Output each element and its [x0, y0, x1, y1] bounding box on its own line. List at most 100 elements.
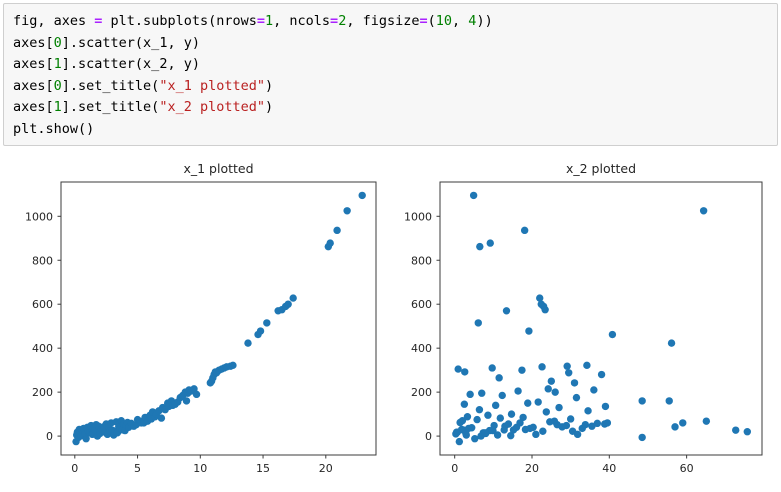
- code-token: axes[: [13, 99, 54, 115]
- code-token: plt.show(): [13, 120, 95, 137]
- scatter-point: [496, 414, 505, 422]
- scatter-point: [498, 391, 506, 400]
- scatter-point: [461, 368, 469, 376]
- code-token: plt.subplots(nrows: [102, 13, 257, 29]
- matplotlib-figure-output: 0 5 10 15 20 0 200 400 600 800 1000 x_1 plotted 0 20 4…: [0, 152, 781, 492]
- scatter-point: [525, 327, 533, 335]
- scatter-point: [507, 410, 516, 418]
- code-token: 10: [435, 13, 453, 29]
- scatter-point: [570, 379, 579, 387]
- scatter-point: [478, 389, 486, 397]
- axes-frame: [439, 181, 763, 456]
- code-token: ].scatter(x_2, y): [61, 56, 200, 72]
- scatter-point: [544, 385, 552, 393]
- x-tick-label: 10: [193, 462, 207, 475]
- scatter-point: [550, 417, 559, 425]
- x-tick-label: 15: [256, 462, 270, 475]
- scatter-point: [501, 422, 509, 430]
- scatter-point: [566, 415, 575, 423]
- y-tick-label: 400: [32, 342, 53, 355]
- scatter-point: [455, 437, 464, 446]
- code-token: ,: [452, 13, 469, 29]
- scatter-point: [583, 361, 591, 370]
- scatter-point: [532, 430, 540, 439]
- y-tick-label: 800: [32, 254, 53, 267]
- scatter-point: [743, 428, 752, 436]
- scatter-point: [488, 364, 496, 372]
- scatter-point: [514, 387, 522, 395]
- scatter-point: [466, 390, 474, 399]
- code-token: 1: [265, 13, 274, 29]
- y-tick-label: 1000: [404, 210, 432, 223]
- scatter-point: [182, 397, 191, 405]
- y-tick-label: 600: [32, 298, 53, 311]
- code-token: ].set_title(: [61, 77, 160, 94]
- scatter-point: [474, 319, 482, 327]
- axes-frame: [60, 181, 377, 456]
- scatter-point: [475, 406, 484, 414]
- scatter-point: [502, 307, 511, 315]
- scatter-point: [524, 399, 532, 407]
- scatter-point: [471, 435, 479, 443]
- scatter-point: [486, 239, 494, 247]
- code-token: , figsize: [346, 13, 420, 29]
- scatter-point: [491, 401, 500, 410]
- code-token: "x_1 plotted": [159, 77, 265, 94]
- code-token: axes[: [13, 77, 54, 94]
- scatter-point: [507, 431, 515, 440]
- scatter-point: [495, 374, 503, 382]
- scatter-point: [82, 435, 90, 443]
- code-token: =: [330, 13, 339, 29]
- code-token: axes[: [13, 56, 54, 72]
- scatter-point: [667, 339, 676, 347]
- scatter-point: [484, 411, 492, 419]
- y-tick-label: 200: [32, 386, 53, 399]
- scatter-point: [555, 403, 563, 412]
- scatter-point: [563, 362, 571, 370]
- x-tick-label: 0: [71, 462, 78, 475]
- scatter-point: [481, 429, 489, 437]
- scatter-point: [584, 407, 592, 415]
- scatter-point: [665, 397, 673, 405]
- scatter-point: [521, 425, 530, 434]
- scatter-point: [520, 226, 529, 235]
- scatter-point: [518, 366, 526, 374]
- scatter-point: [289, 294, 297, 302]
- axes-title: x_1 plotted: [183, 161, 253, 176]
- y-tick-label: 800: [411, 254, 432, 267]
- scatter-point: [454, 365, 462, 373]
- scatter-point: [463, 413, 472, 421]
- code-token: ].scatter(x_1, y): [61, 34, 200, 51]
- scatter-point: [573, 430, 582, 439]
- scatter-point: [476, 242, 484, 251]
- y-tick-label: 600: [411, 298, 432, 311]
- scatter-point: [456, 418, 464, 427]
- scatter-point: [588, 422, 596, 430]
- x-tick-label: 5: [134, 462, 141, 475]
- x-tick-label: 20: [525, 462, 539, 475]
- scatter-point: [460, 400, 469, 408]
- code-token: , ncols: [273, 13, 331, 29]
- y-tick-label: 200: [411, 386, 432, 399]
- code-token: ].set_title(: [61, 99, 160, 115]
- y-tick-label: 1000: [25, 210, 53, 223]
- code-token: fig, axes: [13, 13, 95, 29]
- scatter-point: [603, 419, 612, 427]
- code-token: "x_2 plotted": [159, 99, 265, 115]
- scatter-point: [462, 429, 470, 438]
- code-token: ): [265, 77, 274, 94]
- code-token: (: [427, 13, 436, 29]
- scatter-point: [565, 369, 573, 377]
- code-token: 2: [338, 13, 347, 29]
- scatter-point: [699, 207, 708, 215]
- scatter-point: [157, 414, 166, 422]
- code-token: 0: [53, 34, 62, 51]
- scatter-point: [467, 424, 476, 432]
- code-editor[interactable]: fig, axes = plt.subplots(nrows=1, ncols=…: [4, 4, 777, 145]
- code-token: axes[: [13, 34, 54, 51]
- code-token: 1: [53, 56, 62, 72]
- scatter-point: [192, 390, 201, 399]
- x-tick-label: 20: [319, 462, 333, 475]
- code-cell[interactable]: fig, axes = plt.subplots(nrows=1, ncols=…: [3, 3, 778, 146]
- scatter-point: [671, 423, 679, 431]
